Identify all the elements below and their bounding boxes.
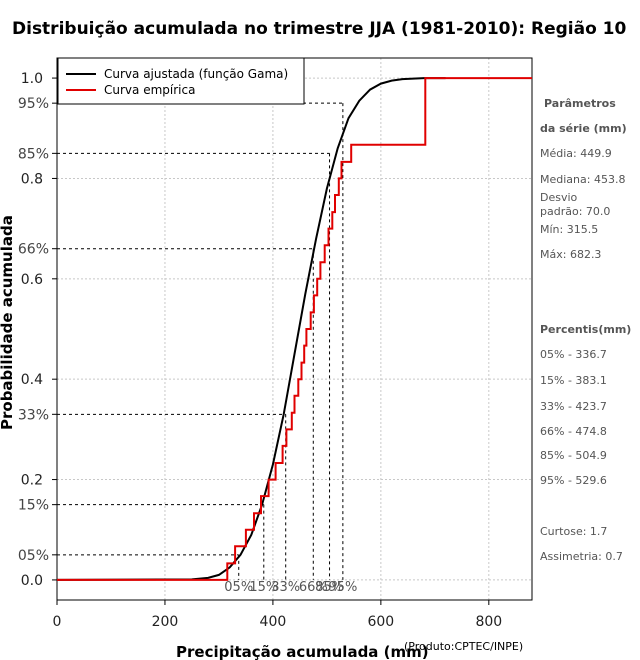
legend-label-fit: Curva ajustada (função Gama) bbox=[104, 67, 288, 81]
x-tick-label-4: 800 bbox=[475, 614, 502, 630]
y-tick-label-2: 0.4 bbox=[21, 372, 43, 388]
x-axis-label: Precipitação acumulada (mm) bbox=[176, 643, 429, 660]
y-axis: 0.0 0.2 0.4 0.6 0.8 1.0 05% 15% 33% 66% 85% 95% bbox=[18, 71, 57, 589]
y-tick-label-5: 1.0 bbox=[21, 71, 43, 87]
y-tick-label-1: 0.2 bbox=[21, 473, 43, 489]
percentile-x-label-4: 85% bbox=[315, 580, 344, 595]
stat-min: Mín: 315.5 bbox=[540, 223, 598, 236]
stat-p33: 33% - 423.7 bbox=[540, 400, 607, 413]
percentile-x-label-3: 66% bbox=[299, 580, 328, 595]
stat-p85: 85% - 504.9 bbox=[540, 449, 607, 462]
y-pct-tick-label-5: 95% bbox=[18, 96, 49, 112]
x-tick-label-1: 200 bbox=[152, 614, 179, 630]
stat-desvio-2: padrão: 70.0 bbox=[540, 205, 610, 218]
legend-box bbox=[57, 57, 305, 105]
stat-media: Média: 449.9 bbox=[540, 147, 612, 160]
percentile-x-label-0: 05% bbox=[224, 580, 253, 595]
y-axis-label: Probabilidade acumulada bbox=[0, 215, 16, 430]
stat-assimetria: Assimetria: 0.7 bbox=[540, 550, 623, 563]
series-layer bbox=[56, 77, 532, 581]
stats-panel: Parâmetros da série (mm) Média: 449.9 Me… bbox=[540, 97, 631, 563]
legend: Curva ajustada (função Gama) Curva empír… bbox=[57, 57, 305, 105]
y-pct-tick-label-0: 05% bbox=[18, 548, 49, 564]
series-line-empirical bbox=[57, 77, 532, 581]
percentile-x-labels: 05%15%33%66%85%95% bbox=[224, 580, 357, 595]
stat-desvio-1: Desvio bbox=[540, 191, 578, 204]
y-tick-label-4: 0.8 bbox=[21, 171, 43, 187]
stat-p66: 66% - 474.8 bbox=[540, 425, 607, 438]
x-tick-label-2: 400 bbox=[260, 614, 287, 630]
stat-max: Máx: 682.3 bbox=[540, 248, 601, 261]
stat-p95: 95% - 529.6 bbox=[540, 474, 607, 487]
y-pct-tick-label-2: 33% bbox=[18, 407, 49, 423]
x-axis: 0 200 400 600 800 bbox=[53, 600, 502, 630]
series-line-fit bbox=[56, 77, 446, 581]
percentile-x-label-1: 15% bbox=[249, 580, 278, 595]
chart-title: Distribuição acumulada no trimestre JJA … bbox=[12, 19, 627, 39]
y-tick-label-3: 0.6 bbox=[21, 272, 43, 288]
x-tick-label-3: 600 bbox=[367, 614, 394, 630]
legend-label-empirical: Curva empírica bbox=[104, 83, 195, 97]
stat-curtose: Curtose: 1.7 bbox=[540, 525, 607, 538]
y-pct-tick-label-3: 66% bbox=[18, 242, 49, 258]
stat-p15: 15% - 383.1 bbox=[540, 374, 607, 387]
plot-frame bbox=[56, 57, 533, 601]
params-subtitle: da série (mm) bbox=[540, 122, 627, 135]
percentile-guides bbox=[57, 102, 344, 580]
grid bbox=[56, 58, 532, 600]
credit-text: (Produto:CPTEC/INPE) bbox=[404, 640, 523, 653]
params-title: Parâmetros bbox=[544, 97, 616, 110]
y-pct-tick-label-1: 15% bbox=[18, 498, 49, 514]
percentile-x-label-2: 33% bbox=[271, 580, 300, 595]
stat-p05: 05% - 336.7 bbox=[540, 348, 607, 361]
y-pct-tick-label-4: 85% bbox=[18, 146, 49, 162]
y-tick-label-0: 0.0 bbox=[21, 573, 43, 589]
percentis-title: Percentis(mm) bbox=[540, 323, 631, 336]
stat-mediana: Mediana: 453.8 bbox=[540, 173, 625, 186]
x-tick-label-0: 0 bbox=[53, 614, 62, 630]
percentile-x-label-5: 95% bbox=[328, 580, 357, 595]
